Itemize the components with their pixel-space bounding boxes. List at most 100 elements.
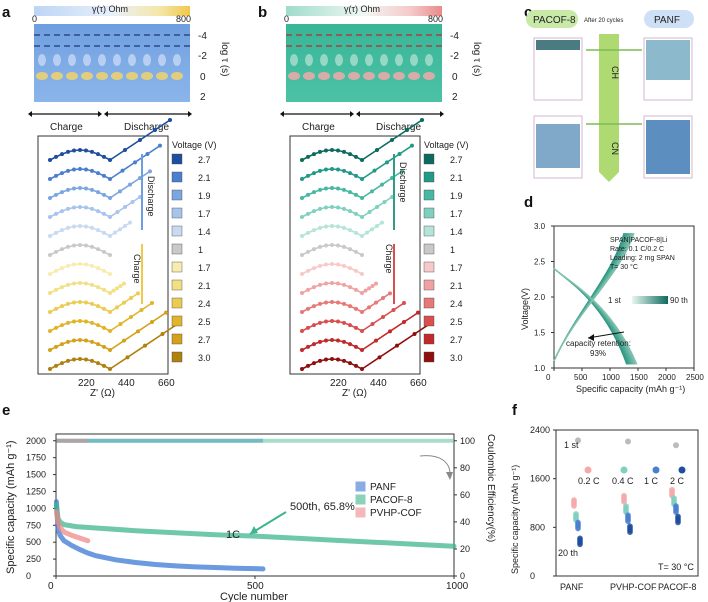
- drt-peak: [171, 72, 183, 80]
- nyquist-point: [118, 227, 122, 232]
- legend-voltage: 1.7: [450, 263, 463, 273]
- nyquist-point: [96, 171, 100, 176]
- nyquist-point: [66, 187, 70, 192]
- nyquist-point: [348, 342, 352, 347]
- d-info-2: Loading: 2 mg SPAN: [610, 255, 675, 262]
- nyquist-point: [336, 243, 340, 248]
- e-legend-label: PANF: [370, 482, 396, 493]
- f-rate-point: [621, 498, 627, 505]
- legend-swatch: [171, 225, 183, 237]
- drt-features-a: [36, 54, 183, 80]
- legend-swatch: [423, 351, 435, 363]
- nyquist-point: [60, 152, 64, 157]
- nyquist-point: [90, 168, 94, 173]
- f-rate-1: 0.4 C: [612, 476, 634, 486]
- nyquist-point: [306, 192, 310, 197]
- nyquist-point: [300, 215, 304, 219]
- nyquist-point: [318, 187, 322, 192]
- nyquist-point: [312, 361, 316, 366]
- d-annot-1: capacity retention:: [566, 339, 631, 348]
- nyquist-point: [300, 329, 304, 333]
- nyquist-point: [108, 272, 112, 276]
- nyquist-point: [84, 300, 88, 305]
- nyquist-point: [330, 224, 334, 228]
- legend-voltage: 1.9: [198, 191, 211, 201]
- md-snapshot-c: PACOF-8 After 20 cycles PANF CH CN: [526, 10, 694, 182]
- nyquist-point: [354, 287, 358, 292]
- nyquist-point: [54, 268, 58, 273]
- nyquist-point: [336, 281, 340, 286]
- nyquist-point: [342, 301, 346, 306]
- nyquist-point: [48, 348, 52, 352]
- nyquist-point: [330, 262, 334, 266]
- drt-peak: [83, 54, 91, 66]
- nyquist-point: [300, 158, 304, 162]
- nyquist-point: [360, 348, 364, 352]
- nyquist-point: [48, 196, 52, 200]
- nyquist-point: [330, 338, 334, 342]
- nyquist-point: [84, 167, 88, 172]
- legend-title-l: Voltage (V): [172, 140, 217, 150]
- drt-peak: [350, 54, 358, 66]
- drt-peak: [410, 54, 418, 66]
- nyquist-point: [318, 225, 322, 230]
- d-xtick-label: 500: [574, 373, 588, 382]
- f-rate-marker: [652, 466, 660, 474]
- nyquist-point: [84, 243, 88, 248]
- nyquist-point: [150, 320, 154, 324]
- nyquist-point: [66, 320, 70, 325]
- nyquist-point: [372, 168, 377, 173]
- drt-peak: [425, 54, 433, 66]
- nyquist-point: [84, 224, 88, 229]
- nyquist-point: [96, 247, 100, 252]
- drt-peak: [333, 72, 345, 80]
- drt-peak: [66, 72, 78, 80]
- e-legend-label: PVHP-COF: [370, 508, 422, 519]
- nyquist-point: [72, 167, 76, 172]
- nyquist-point: [312, 247, 316, 252]
- nyquist-curve: [49, 170, 151, 199]
- nyquist-point: [84, 338, 88, 343]
- nyquist-point: [318, 149, 322, 154]
- drt-peak: [395, 54, 403, 66]
- nyquist-point: [354, 344, 358, 349]
- nyquist-point: [324, 205, 328, 210]
- drt-peak: [363, 72, 375, 80]
- legend-swatch: [423, 207, 435, 219]
- nyquist-point: [312, 152, 316, 157]
- nyquist-point: [348, 152, 352, 157]
- nyquist-point: [360, 367, 364, 371]
- nyquist-point: [164, 310, 168, 315]
- nyquist-point: [90, 206, 94, 211]
- nyquist-point: [342, 244, 346, 249]
- e-legend-swatch: [355, 494, 366, 505]
- nyquist-point: [60, 342, 64, 347]
- ytick-a-3: 2: [200, 92, 206, 103]
- ytick-b-2: 0: [452, 72, 458, 83]
- nyquist-point: [136, 329, 140, 334]
- colorbar-b: [286, 6, 442, 16]
- nyquist-point: [118, 189, 122, 194]
- nyquist-point: [108, 329, 112, 333]
- nyquist-point: [78, 224, 82, 228]
- nyquist-point: [306, 325, 310, 330]
- e-series-PVHP-COF: [53, 509, 91, 544]
- nyquist-point: [354, 249, 358, 254]
- e-xtick-label: 1000: [446, 581, 469, 592]
- e-y2tick-label: 80: [460, 463, 470, 473]
- nyquist-point: [306, 230, 310, 235]
- nyquist-point: [363, 288, 368, 293]
- nyquist-point: [360, 196, 364, 200]
- nyquist-point: [300, 272, 304, 276]
- nyquist-point: [330, 186, 334, 190]
- nyquist-point: [348, 209, 352, 214]
- nyquist-point: [375, 224, 379, 228]
- f-rate-2: 1 C: [644, 476, 659, 486]
- drt-peak: [393, 72, 405, 80]
- drt-peak: [378, 72, 390, 80]
- nyquist-point: [330, 167, 334, 171]
- nyquist-point: [306, 344, 310, 349]
- drt-peak: [128, 54, 136, 66]
- nyquist-point: [128, 182, 132, 187]
- f-rate-marker: [584, 466, 592, 474]
